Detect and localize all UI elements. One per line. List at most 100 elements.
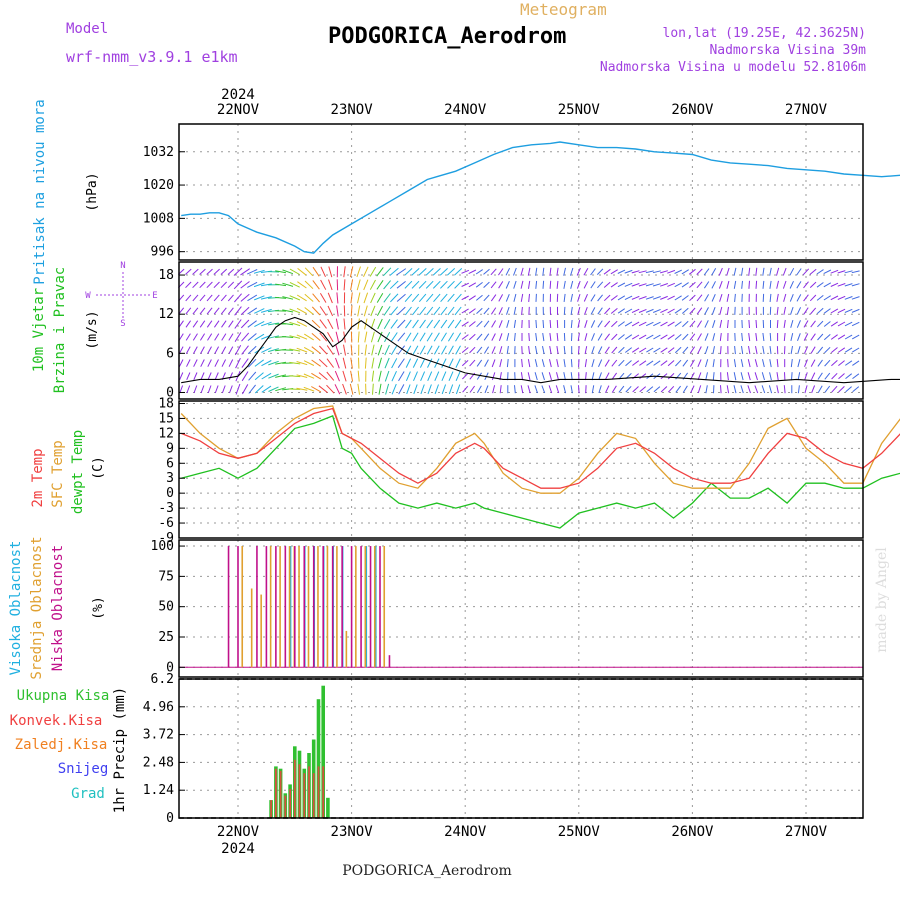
model-label: Model (66, 21, 108, 37)
wind-arrow (240, 281, 250, 289)
wind-arrow (214, 333, 220, 341)
wind-arrow (304, 307, 314, 315)
wind-arrow (376, 292, 384, 303)
wind-arrow (838, 373, 845, 380)
wind-arrow (667, 334, 675, 340)
wind-arrow (831, 385, 838, 393)
wind-arrow (268, 386, 279, 392)
wind-arrow (304, 267, 314, 277)
wind-arrow (527, 372, 531, 381)
wind-arrow (418, 293, 427, 303)
wind-arrow (235, 357, 241, 369)
wind-arrow (426, 345, 433, 355)
wind-arrow (411, 268, 420, 276)
wind-arrow (754, 385, 759, 394)
wind-arrow (505, 280, 510, 289)
wind-arrow (370, 292, 376, 304)
wind-arrow (838, 386, 845, 393)
wind-arrow (556, 280, 559, 289)
wind-arrow (419, 345, 426, 355)
wind-arrow (505, 294, 510, 302)
temp-ytick-label: -3 (158, 501, 174, 516)
wind-arrow (289, 348, 301, 352)
wind-arrow (789, 294, 794, 302)
wind-arrow (268, 348, 279, 353)
precip-conv-bar (312, 773, 315, 818)
wind-arrow (631, 283, 640, 287)
wind-arrow (535, 319, 537, 329)
wind-arrow (193, 385, 198, 394)
wind-arrow (199, 320, 206, 328)
wind-arrow (791, 372, 793, 381)
wind-arrow (342, 383, 347, 395)
wind-arrow (776, 267, 780, 276)
wind-arrow (603, 281, 611, 288)
wind-arrow (667, 321, 675, 327)
wind-arrow (319, 306, 327, 316)
wind-arrow (390, 306, 399, 316)
wind-arrow (178, 333, 184, 341)
wind-arrow (462, 385, 469, 393)
wind-arrow (817, 333, 824, 341)
wind-arrow (206, 268, 213, 275)
wind-arrow (384, 370, 390, 382)
wind-arrow (803, 307, 809, 315)
wind-arrow (447, 332, 455, 342)
wind-arrow (483, 294, 490, 302)
wind-arrow (632, 347, 640, 353)
wind-arrow (845, 360, 853, 366)
wind-arrow (590, 294, 596, 302)
wind-arrow (469, 359, 476, 367)
wind-arrow (192, 294, 199, 302)
wind-arrow (776, 293, 779, 302)
compass-n: N (120, 261, 125, 271)
pressure-panel-frame (178, 123, 864, 261)
wind-arrow (604, 333, 610, 341)
wind-arrow (461, 282, 470, 287)
wind-arrow (343, 279, 346, 291)
wind-arrow (576, 280, 581, 289)
wind-arrow (639, 347, 647, 353)
wind-arrow (790, 306, 794, 315)
wind-arrow (660, 347, 668, 353)
wind-arrow (837, 283, 846, 287)
wind-arrow (296, 387, 308, 391)
wind-arrow (583, 293, 588, 302)
wind-arrow (513, 319, 516, 328)
wind-arrow (214, 359, 219, 367)
wind-arrow (378, 383, 382, 395)
wind-arrow (475, 294, 483, 301)
wind-arrow (681, 295, 689, 301)
wind-arrow (405, 332, 412, 342)
wind-arrow (397, 358, 405, 368)
wind-arrow (296, 294, 307, 302)
wind-arrow (411, 280, 420, 289)
wind-arrow (851, 334, 860, 340)
wind-arrow (837, 321, 846, 327)
wind-arrow (796, 320, 801, 328)
wind-arrow (823, 282, 832, 288)
wind-arrow (844, 334, 853, 340)
wind-arrow (335, 331, 340, 343)
wind-arrow (350, 279, 354, 291)
wind-arrow (667, 308, 675, 314)
precip-conv-label: Konvek.Kisa (10, 713, 103, 729)
wind-arrow (754, 372, 758, 381)
wind-arrow (350, 344, 353, 356)
wind-arrow (439, 268, 448, 276)
wind-arrow (432, 280, 441, 289)
wind-arrow (754, 359, 758, 368)
wind-arrow (824, 346, 831, 354)
day-label-bottom: 26NOV (671, 824, 714, 840)
wind-arrow (469, 346, 476, 354)
wind-arrow (711, 293, 716, 302)
wind-arrow (455, 345, 461, 355)
lonlat-text: lon,lat (19.25E, 42.3625N) (663, 26, 867, 41)
wind-arrow (484, 359, 489, 367)
wind-arrow (660, 308, 668, 314)
wind-arrow (514, 385, 516, 394)
wind-arrow (433, 332, 440, 342)
wind-arrow (674, 321, 682, 327)
wind-arrow (804, 359, 808, 367)
wind-arrow (755, 319, 758, 329)
